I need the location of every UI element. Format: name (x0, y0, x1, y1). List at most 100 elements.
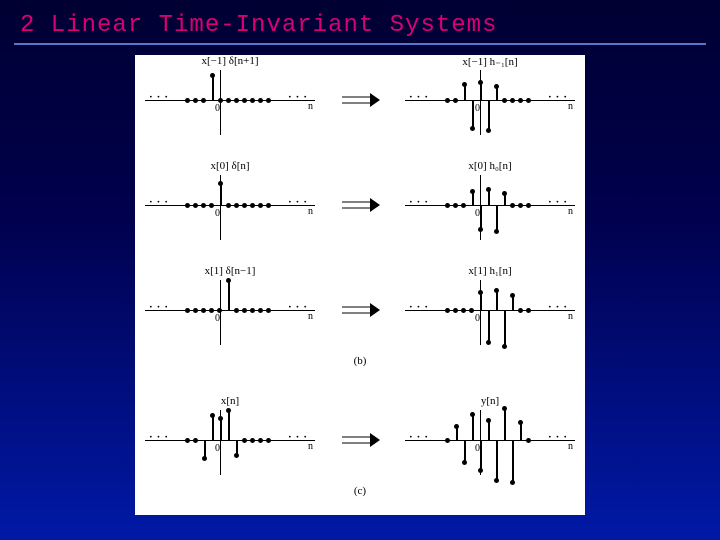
n-label: n (308, 101, 313, 112)
zero-dot (218, 98, 223, 103)
left-plot: x[−1] δ[n+1]······n0 (145, 55, 315, 145)
right-plot: x[0] h₀[n]······n0 (405, 160, 575, 250)
stem (488, 100, 490, 130)
figure-row: x[0] δ[n]······n0x[0] h₀[n]······n0 (135, 160, 585, 260)
maps-to-arrow (340, 93, 380, 107)
zero-dot (502, 98, 507, 103)
zero-dot (258, 438, 263, 443)
right-plot: x[1] h₁[n]······n0 (405, 265, 575, 355)
zero-dot (185, 203, 190, 208)
zero-dot (242, 98, 247, 103)
plot-label: x[1] δ[n−1] (145, 265, 315, 277)
zero-dot (510, 98, 515, 103)
zero-dot (453, 98, 458, 103)
left-plot: x[0] δ[n]······n0 (145, 160, 315, 250)
zero-dot (209, 203, 214, 208)
zero-dot (185, 438, 190, 443)
zero-dot (445, 438, 450, 443)
stem (488, 189, 490, 205)
page-title: 2 Linear Time-Invariant Systems (0, 0, 720, 43)
zero-dot (526, 438, 531, 443)
zero-dot (266, 438, 271, 443)
stem (480, 292, 482, 310)
zero-dot (193, 308, 198, 313)
stem (228, 410, 230, 440)
n-label: n (308, 441, 313, 452)
stem (464, 440, 466, 462)
zero-dot (469, 308, 474, 313)
maps-to-arrow (340, 198, 380, 212)
zero-dot (185, 308, 190, 313)
stem (512, 440, 514, 482)
stem (520, 422, 522, 440)
stem (204, 440, 206, 458)
zero-dot (201, 308, 206, 313)
right-plot: y[n]······n0 (405, 395, 575, 485)
zero-dot (193, 438, 198, 443)
zero-dot (242, 203, 247, 208)
zero-dot (250, 203, 255, 208)
zero-dot (242, 308, 247, 313)
zero-dot (445, 98, 450, 103)
zero-dot (201, 203, 206, 208)
zero-dot (258, 98, 263, 103)
n-label: n (568, 206, 573, 217)
plot-label: x[1] h₁[n] (405, 265, 575, 277)
zero-dot (217, 308, 222, 313)
zero-dot (209, 308, 214, 313)
zero-dot (461, 203, 466, 208)
n-label: n (308, 311, 313, 322)
subcaption: (b) (135, 355, 585, 367)
stem (504, 310, 506, 346)
zero-dot (445, 203, 450, 208)
stem (512, 295, 514, 310)
stem (504, 193, 506, 205)
zero-dot (193, 98, 198, 103)
zero-dot (258, 308, 263, 313)
zero-dot (258, 203, 263, 208)
stem (456, 426, 458, 440)
right-plot: x[−1] h₋₁[n]······n0 (405, 55, 575, 145)
stem (480, 205, 482, 229)
signal-figure: x[−1] δ[n+1]······n0x[−1] h₋₁[n]······n0… (135, 55, 585, 515)
stem (472, 100, 474, 128)
zero-dot (461, 308, 466, 313)
n-label: n (568, 441, 573, 452)
ellipsis-left: ··· (409, 196, 432, 208)
zero-dot (201, 98, 206, 103)
zero-dot (266, 308, 271, 313)
origin-label: 0 (215, 313, 220, 324)
ellipsis-left: ··· (409, 301, 432, 313)
zero-dot (250, 438, 255, 443)
origin-label: 0 (475, 313, 480, 324)
zero-dot (453, 203, 458, 208)
ellipsis-left: ··· (409, 91, 432, 103)
maps-to-arrow (340, 303, 380, 317)
stem (488, 310, 490, 342)
stem (496, 86, 498, 100)
stem (480, 82, 482, 100)
y-axis (220, 280, 221, 345)
zero-dot (453, 308, 458, 313)
zero-dot (518, 308, 523, 313)
stem (212, 75, 214, 100)
stem (220, 183, 222, 205)
stem (496, 205, 498, 231)
zero-dot (250, 308, 255, 313)
ellipsis-left: ··· (149, 91, 172, 103)
origin-label: 0 (475, 103, 480, 114)
stem (236, 440, 238, 455)
stem (472, 414, 474, 440)
origin-label: 0 (215, 103, 220, 114)
zero-dot (510, 203, 515, 208)
figure-row: x[1] δ[n−1]······n0x[1] h₁[n]······n0(b) (135, 265, 585, 365)
n-label: n (308, 206, 313, 217)
zero-dot (526, 203, 531, 208)
stem (480, 440, 482, 470)
plot-label: y[n] (405, 395, 575, 407)
stem (472, 191, 474, 205)
zero-dot (193, 203, 198, 208)
plot-label: x[−1] δ[n+1] (145, 55, 315, 67)
y-axis (220, 70, 221, 135)
origin-label: 0 (215, 443, 220, 454)
